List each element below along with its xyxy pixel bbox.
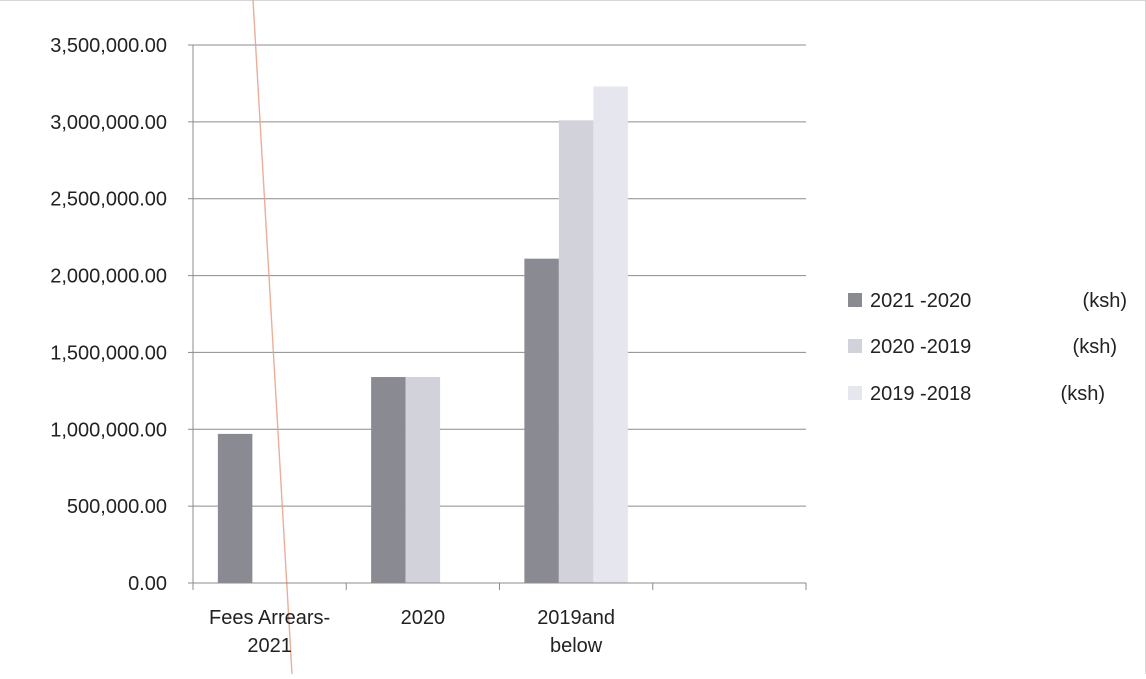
bar: [371, 377, 406, 583]
x-category-label: Fees Arrears-2021: [209, 607, 330, 657]
legend-label: 2020 -2019: [870, 336, 971, 358]
legend-swatch: [848, 386, 862, 400]
x-category-label: 2020: [401, 607, 446, 629]
y-tick-label: 3,000,000.00: [50, 112, 167, 134]
legend-unit: (ksh): [1083, 290, 1127, 312]
bar: [217, 433, 253, 583]
y-tick-label: 0.00: [128, 573, 167, 595]
y-tick-label: 1,000,000.00: [50, 419, 167, 441]
legend-swatch: [848, 339, 862, 353]
y-tick-label: 500,000.00: [67, 496, 167, 518]
legend: 2021 -2020 (ksh) 2020 -2019 (ksh) 2019 -2018…: [848, 290, 1127, 405]
y-tick-label: 3,500,000.00: [50, 35, 167, 57]
y-tick-label: 2,500,000.00: [50, 189, 167, 211]
y-tick-label: 1,500,000.00: [50, 342, 167, 364]
y-tick-label: 2,000,000.00: [50, 266, 167, 288]
x-category-label: 2019and below: [537, 607, 615, 657]
bars: [217, 0, 628, 675]
legend-unit: (ksh): [1073, 336, 1117, 358]
bar: [593, 86, 628, 583]
legend-label: 2021 -2020: [870, 290, 971, 312]
scan-artifact-line: [252, 0, 293, 675]
bar: [405, 377, 441, 583]
bar: [524, 258, 559, 583]
legend-swatch: [848, 293, 862, 307]
legend-label: 2019 -2018: [870, 383, 971, 405]
bar: [558, 120, 594, 583]
legend-unit: (ksh): [1061, 383, 1105, 405]
axes: 0.00 500,000.00 1,000,000.00 1,500,000.00 2,…: [50, 35, 807, 657]
